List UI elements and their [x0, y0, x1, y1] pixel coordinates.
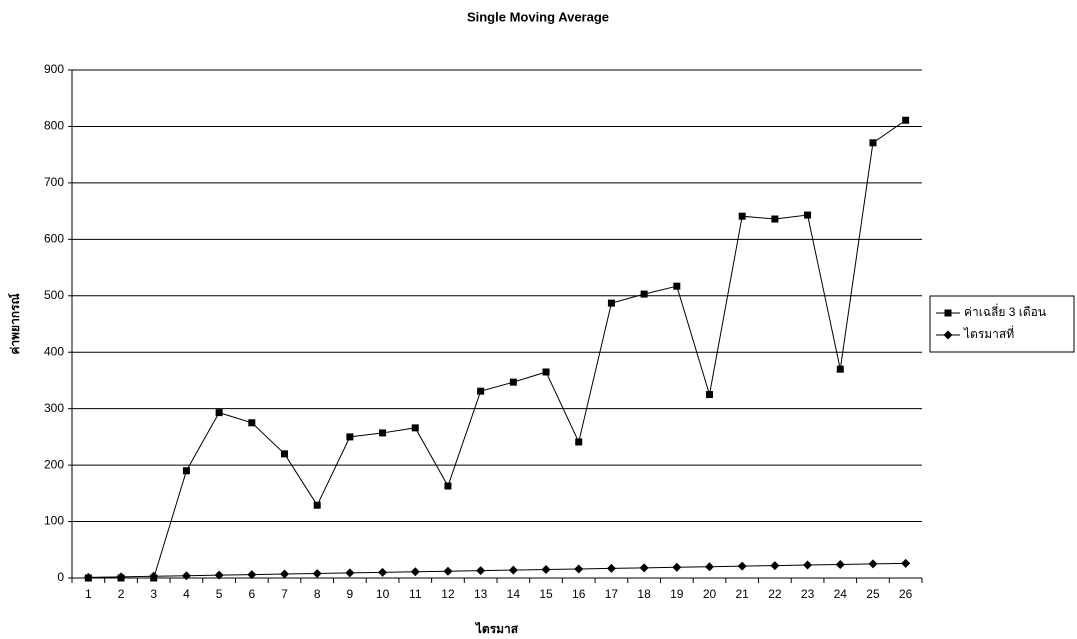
marker	[378, 567, 388, 577]
marker	[835, 559, 845, 569]
marker	[149, 571, 159, 581]
marker	[943, 330, 953, 340]
x-tick-label: 14	[507, 587, 521, 601]
y-tick-label: 300	[44, 401, 64, 415]
marker	[313, 501, 321, 509]
y-tick-label: 600	[44, 232, 64, 246]
marker	[804, 211, 812, 219]
marker	[477, 387, 485, 395]
marker	[706, 391, 713, 399]
marker	[116, 572, 126, 582]
marker	[575, 438, 583, 446]
marker	[476, 566, 486, 576]
marker	[944, 309, 952, 317]
x-tick-label: 22	[768, 587, 782, 601]
y-tick-label: 0	[57, 570, 64, 584]
y-tick-label: 400	[44, 344, 64, 358]
marker	[444, 482, 452, 490]
x-tick-label: 9	[347, 587, 354, 601]
series-line	[88, 119, 906, 579]
x-tick-label: 6	[248, 587, 255, 601]
marker	[281, 450, 288, 458]
marker	[902, 116, 910, 124]
marker	[508, 565, 518, 575]
x-tick-label: 3	[150, 587, 157, 601]
marker	[607, 299, 615, 307]
x-tick-label: 11	[409, 587, 422, 601]
y-tick-label: 900	[44, 62, 64, 76]
marker	[901, 558, 911, 568]
y-tick-label: 500	[44, 288, 64, 302]
x-tick-label: 21	[736, 587, 750, 601]
x-tick-label: 18	[637, 587, 651, 601]
y-tick-label: 200	[44, 457, 64, 471]
x-tick-label: 4	[183, 587, 190, 601]
x-tick-label: 8	[314, 587, 321, 601]
marker	[541, 565, 551, 575]
marker	[214, 570, 224, 580]
x-tick-label: 7	[281, 587, 288, 601]
legend-label: ไตรมาสที่	[963, 325, 1014, 341]
marker	[574, 564, 584, 574]
marker	[181, 571, 191, 581]
series-line	[88, 562, 906, 578]
marker	[869, 139, 877, 147]
x-tick-label: 25	[866, 587, 880, 601]
marker	[803, 560, 813, 570]
marker	[443, 566, 453, 576]
marker	[542, 368, 550, 376]
marker	[770, 561, 780, 571]
x-tick-label: 10	[376, 587, 390, 601]
x-tick-label: 5	[216, 587, 223, 601]
x-tick-label: 16	[572, 587, 586, 601]
x-tick-label: 13	[474, 587, 488, 601]
marker	[640, 290, 648, 298]
legend-box	[929, 295, 1075, 353]
marker	[672, 562, 682, 572]
marker	[673, 282, 681, 290]
x-tick-label: 12	[441, 587, 455, 601]
marker	[379, 429, 387, 437]
marker	[738, 212, 746, 220]
marker	[346, 433, 354, 441]
legend-label: ค่าเฉลี่ย 3 เดือน	[964, 303, 1046, 319]
x-tick-label: 17	[605, 587, 619, 601]
x-axis-label: ไตรมาส	[474, 621, 519, 636]
marker	[639, 563, 649, 573]
x-tick-label: 15	[539, 587, 553, 601]
marker	[705, 562, 714, 572]
y-tick-label: 700	[44, 175, 64, 189]
marker	[280, 569, 289, 579]
marker	[737, 561, 747, 571]
chart-title: Single Moving Average	[467, 9, 609, 24]
x-tick-label: 2	[118, 587, 125, 601]
marker	[312, 568, 322, 578]
x-tick-label: 26	[899, 587, 913, 601]
x-tick-label: 1	[85, 587, 92, 601]
y-tick-label: 100	[44, 514, 64, 528]
marker	[345, 568, 355, 578]
marker	[509, 378, 517, 386]
marker	[182, 467, 190, 475]
marker	[410, 567, 420, 577]
marker	[248, 419, 256, 427]
y-axis-label: ค่าพยากรณ์	[8, 293, 22, 354]
y-tick-label: 800	[44, 119, 64, 133]
x-tick-label: 19	[670, 587, 684, 601]
marker	[836, 365, 844, 373]
x-tick-label: 24	[834, 587, 848, 601]
marker	[771, 215, 779, 223]
marker	[83, 572, 93, 582]
x-tick-label: 20	[703, 587, 717, 601]
marker	[411, 424, 419, 432]
marker	[868, 559, 878, 569]
marker	[247, 570, 257, 580]
marker	[215, 409, 223, 417]
x-tick-label: 23	[801, 587, 815, 601]
marker	[606, 563, 616, 573]
